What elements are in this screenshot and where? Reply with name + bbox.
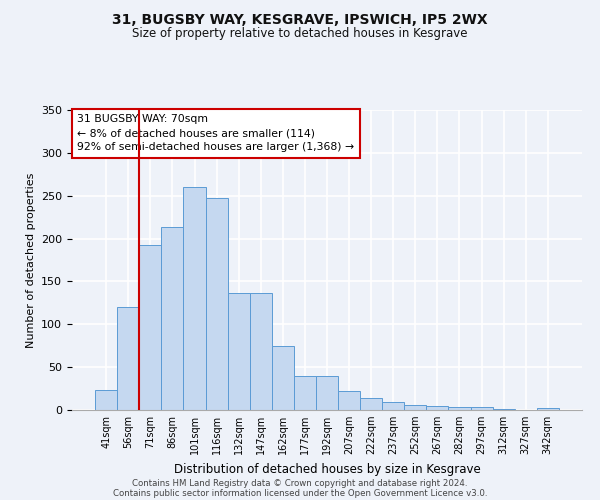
Text: Contains HM Land Registry data © Crown copyright and database right 2024.: Contains HM Land Registry data © Crown c… — [132, 478, 468, 488]
Bar — [470, 408, 493, 410]
Bar — [404, 405, 427, 410]
Bar — [117, 307, 139, 410]
Bar — [448, 406, 470, 410]
Text: Contains public sector information licensed under the Open Government Licence v3: Contains public sector information licen… — [113, 488, 487, 498]
Y-axis label: Number of detached properties: Number of detached properties — [26, 172, 35, 348]
Bar — [95, 390, 117, 410]
Bar — [360, 398, 382, 410]
Bar — [250, 294, 272, 410]
Text: 31 BUGSBY WAY: 70sqm
← 8% of detached houses are smaller (114)
92% of semi-detac: 31 BUGSBY WAY: 70sqm ← 8% of detached ho… — [77, 114, 354, 152]
Bar — [272, 346, 294, 410]
Bar — [537, 408, 559, 410]
Bar — [338, 391, 360, 410]
Bar — [184, 187, 206, 410]
X-axis label: Distribution of detached houses by size in Kesgrave: Distribution of detached houses by size … — [173, 462, 481, 475]
Bar — [139, 244, 161, 410]
Bar — [493, 409, 515, 410]
Bar — [227, 294, 250, 410]
Bar — [206, 198, 227, 410]
Text: 31, BUGSBY WAY, KESGRAVE, IPSWICH, IP5 2WX: 31, BUGSBY WAY, KESGRAVE, IPSWICH, IP5 2… — [112, 12, 488, 26]
Text: Size of property relative to detached houses in Kesgrave: Size of property relative to detached ho… — [132, 28, 468, 40]
Bar — [316, 376, 338, 410]
Bar — [382, 402, 404, 410]
Bar — [427, 406, 448, 410]
Bar — [161, 228, 184, 410]
Bar — [294, 376, 316, 410]
